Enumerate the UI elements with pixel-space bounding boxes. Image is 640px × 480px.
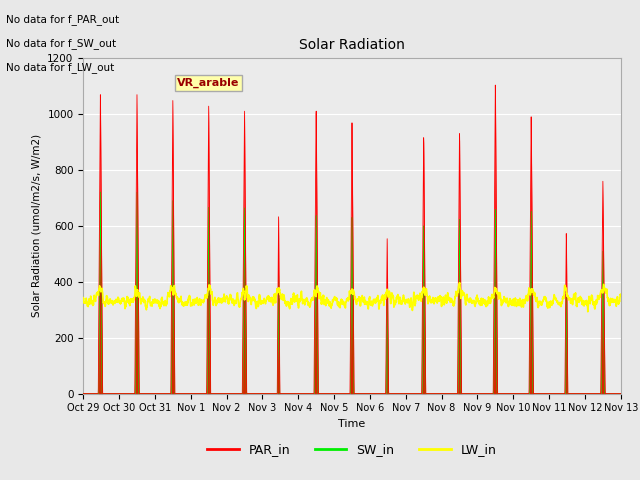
Text: VR_arable: VR_arable bbox=[177, 78, 239, 88]
Text: No data for f_LW_out: No data for f_LW_out bbox=[6, 62, 115, 73]
X-axis label: Time: Time bbox=[339, 419, 365, 429]
Title: Solar Radiation: Solar Radiation bbox=[299, 38, 405, 52]
Legend: PAR_in, SW_in, LW_in: PAR_in, SW_in, LW_in bbox=[202, 438, 502, 461]
Y-axis label: Solar Radiation (umol/m2/s, W/m2): Solar Radiation (umol/m2/s, W/m2) bbox=[31, 134, 42, 317]
Text: No data for f_SW_out: No data for f_SW_out bbox=[6, 38, 116, 49]
Text: No data for f_PAR_out: No data for f_PAR_out bbox=[6, 14, 120, 25]
